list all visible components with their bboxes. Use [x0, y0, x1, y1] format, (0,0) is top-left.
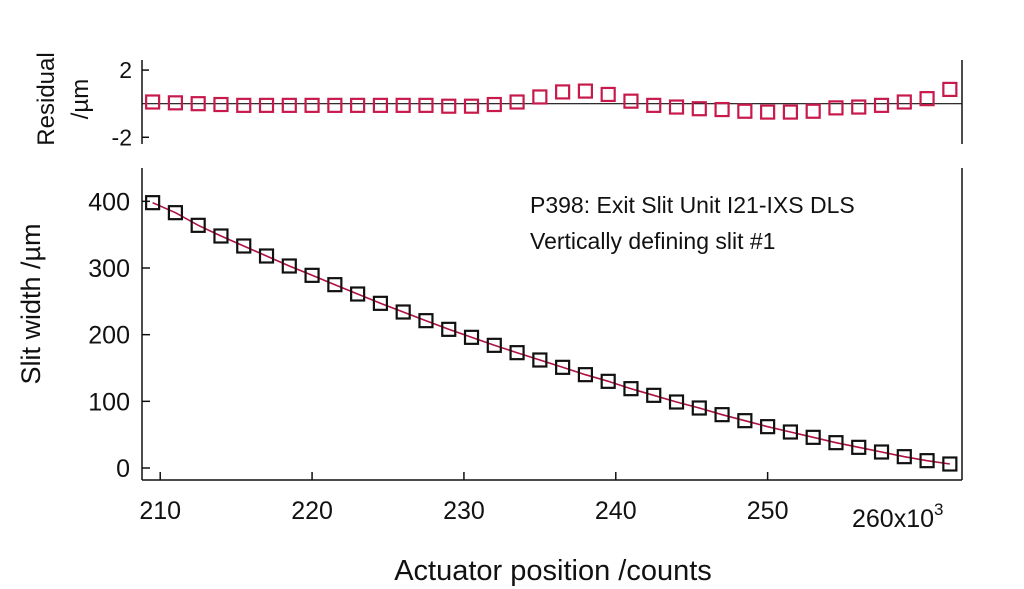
x-axis-end-label-base: 260x10	[852, 505, 934, 533]
residual-point	[668, 99, 685, 115]
data-point	[327, 277, 343, 293]
residual-point	[281, 97, 297, 113]
main-ylabel: Slit width /µm	[16, 223, 46, 384]
residual-y-tick-label: -2	[112, 124, 132, 150]
residual-point	[919, 91, 935, 107]
residual-ylabel-line1: Residual	[33, 52, 60, 145]
residual-point	[600, 86, 616, 103]
data-point	[668, 394, 685, 410]
main-x-tick-label: 250	[747, 497, 789, 525]
residual-point	[395, 97, 411, 113]
annotation-line1: P398: Exit Slit Unit I21-IXS DLS	[530, 192, 855, 218]
main-y-tick-label: 300	[88, 255, 130, 283]
residual-point	[691, 101, 707, 117]
residual-point	[418, 97, 434, 113]
residual-point	[213, 96, 229, 113]
residual-point	[167, 95, 184, 111]
data-point	[646, 387, 662, 403]
residual-point	[896, 94, 912, 110]
x-axis-end-label: 260x103	[852, 500, 944, 533]
residual-panel: 2 -2	[112, 57, 963, 150]
residual-point	[463, 98, 480, 114]
residual-ylabel-line2: /µm	[67, 79, 94, 120]
residual-point	[851, 99, 867, 115]
data-point	[714, 407, 730, 423]
data-point	[828, 435, 844, 451]
data-point	[623, 381, 639, 397]
residual-point	[646, 97, 662, 113]
residual-point	[145, 94, 161, 110]
residual-point	[304, 97, 320, 113]
data-point	[600, 373, 616, 389]
residual-point	[942, 81, 958, 98]
data-point	[896, 449, 912, 465]
main-y-tick-label: 400	[88, 188, 130, 216]
data-point	[463, 329, 480, 345]
fit-line	[152, 201, 951, 465]
residual-point	[737, 103, 753, 119]
residual-point	[532, 89, 548, 105]
data-point	[760, 419, 776, 435]
data-point	[782, 424, 799, 440]
data-point	[691, 400, 707, 416]
data-point	[190, 217, 206, 233]
data-point	[145, 195, 161, 211]
main-y-tick-label: 100	[88, 388, 130, 416]
data-point	[737, 413, 753, 429]
residual-point	[372, 97, 389, 113]
data-point	[851, 439, 867, 455]
residual-point	[327, 97, 343, 113]
main-x-tick-label: 220	[291, 497, 333, 525]
data-point	[395, 304, 411, 320]
data-point	[372, 295, 389, 311]
data-point	[304, 267, 320, 283]
data-point	[532, 352, 548, 368]
data-point	[486, 337, 502, 353]
residual-point	[555, 84, 571, 100]
residual-point	[190, 96, 206, 112]
residual-point	[623, 93, 639, 109]
residual-point	[486, 96, 502, 113]
x-axis-end-label-exponent: 3	[934, 500, 943, 519]
data-point	[167, 205, 184, 221]
residual-point	[782, 104, 799, 120]
main-x-tick-label: 230	[443, 497, 485, 525]
residual-point	[714, 101, 730, 118]
residual-y-tick-label: 2	[119, 57, 132, 83]
residual-point	[760, 104, 776, 120]
residual-point	[509, 94, 525, 110]
residual-point	[873, 97, 890, 113]
x-axis-label: Actuator position /counts	[394, 555, 712, 587]
data-point	[418, 313, 434, 329]
residual-point	[828, 100, 844, 116]
data-point	[281, 258, 297, 274]
main-x-tick-label: 210	[139, 497, 181, 525]
main-panel: 0 100 200 300 400 210 220 230 240 250	[88, 168, 963, 525]
data-point	[555, 359, 571, 375]
data-point	[236, 238, 252, 254]
data-point	[577, 367, 594, 383]
data-point	[213, 228, 229, 244]
data-point	[509, 345, 525, 361]
main-y-tick-label: 200	[88, 322, 130, 350]
residual-point	[805, 103, 821, 119]
annotation-line2: Vertically defining slit #1	[530, 228, 775, 254]
data-point	[258, 248, 275, 264]
data-point	[942, 456, 958, 472]
residual-point	[350, 97, 366, 113]
data-point	[441, 321, 457, 337]
data-point	[919, 453, 935, 469]
residual-point	[236, 97, 252, 113]
residual-point	[258, 97, 275, 113]
main-y-tick-label: 0	[116, 455, 130, 483]
data-point	[873, 444, 890, 460]
residual-point	[577, 83, 594, 99]
data-point	[805, 429, 821, 445]
data-point	[350, 286, 366, 302]
main-x-tick-label: 240	[595, 497, 637, 525]
residual-point	[441, 98, 457, 114]
